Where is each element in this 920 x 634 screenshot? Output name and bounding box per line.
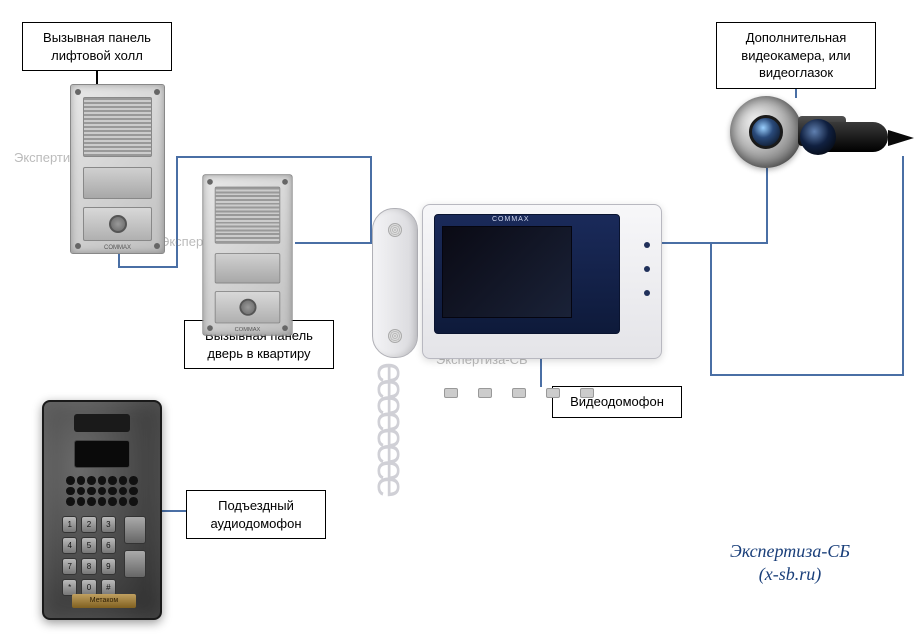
monitor-brand: COMMAX (492, 216, 530, 223)
side-keys (124, 516, 146, 578)
wire (710, 242, 768, 244)
handset (372, 208, 418, 358)
key: 9 (101, 558, 116, 575)
key: 3 (101, 516, 116, 533)
key: 2 (81, 516, 96, 533)
mic-dots (66, 476, 138, 506)
key: 4 (62, 537, 77, 554)
call-panel-apartment: COMMAX (202, 174, 292, 336)
call-button-area (215, 291, 281, 323)
call-button-icon (109, 215, 127, 233)
key: 6 (101, 537, 116, 554)
speaker-slot (74, 414, 130, 432)
camera-tail (888, 130, 914, 146)
branding-line2: (x-sb.ru) (690, 563, 890, 586)
call-panel-lobby: COMMAX (70, 84, 165, 254)
video-intercom-monitor: COMMAX (372, 204, 662, 404)
camera-lens (800, 119, 836, 155)
entrance-keypad-intercom: 1 2 3 4 5 6 7 8 9 * 0 # Метаком (42, 400, 162, 620)
key: 7 (62, 558, 77, 575)
wire (710, 242, 712, 376)
call-button-area (83, 207, 152, 241)
wire (902, 156, 904, 376)
key: 8 (81, 558, 96, 575)
speaker-grille (215, 187, 281, 244)
bottom-buttons (444, 388, 594, 398)
key: 5 (81, 537, 96, 554)
keypad-badge: Метаком (72, 594, 136, 608)
screen (442, 226, 572, 318)
speaker-grille (83, 97, 152, 157)
side-buttons (644, 242, 650, 296)
wire (118, 266, 178, 268)
handset-cord: eeeeeeee (384, 362, 398, 492)
wire (660, 242, 712, 244)
device-brand: COMMAX (203, 327, 291, 333)
camera-window (215, 253, 281, 283)
label-text: Подъездный аудиодомофон (210, 498, 301, 531)
wire (176, 156, 178, 268)
label-text: Дополнительная видеокамера, или видеогла… (741, 30, 850, 80)
label-entrance-audio: Подъездный аудиодомофон (186, 490, 326, 539)
wire (118, 254, 120, 266)
bullet-camera (804, 116, 914, 158)
keypad-keys: 1 2 3 4 5 6 7 8 9 * 0 # (62, 516, 116, 596)
branding-line1: Экспертиза-СБ (690, 540, 890, 563)
label-text: Вызывная панель лифтовой холл (43, 30, 151, 63)
wire (710, 374, 904, 376)
peephole-camera (730, 96, 802, 168)
wire (766, 168, 768, 244)
wire (295, 242, 375, 244)
camera-window (83, 167, 152, 199)
label-panel-lobby: Вызывная панель лифтовой холл (22, 22, 172, 71)
key: 1 (62, 516, 77, 533)
label-extra-camera: Дополнительная видеокамера, или видеогла… (716, 22, 876, 89)
wire (162, 510, 188, 512)
wire (176, 156, 372, 158)
device-brand: COMMAX (71, 245, 164, 251)
branding: Экспертиза-СБ (x-sb.ru) (690, 540, 890, 587)
camera-window (74, 440, 130, 468)
call-button-icon (239, 299, 256, 316)
